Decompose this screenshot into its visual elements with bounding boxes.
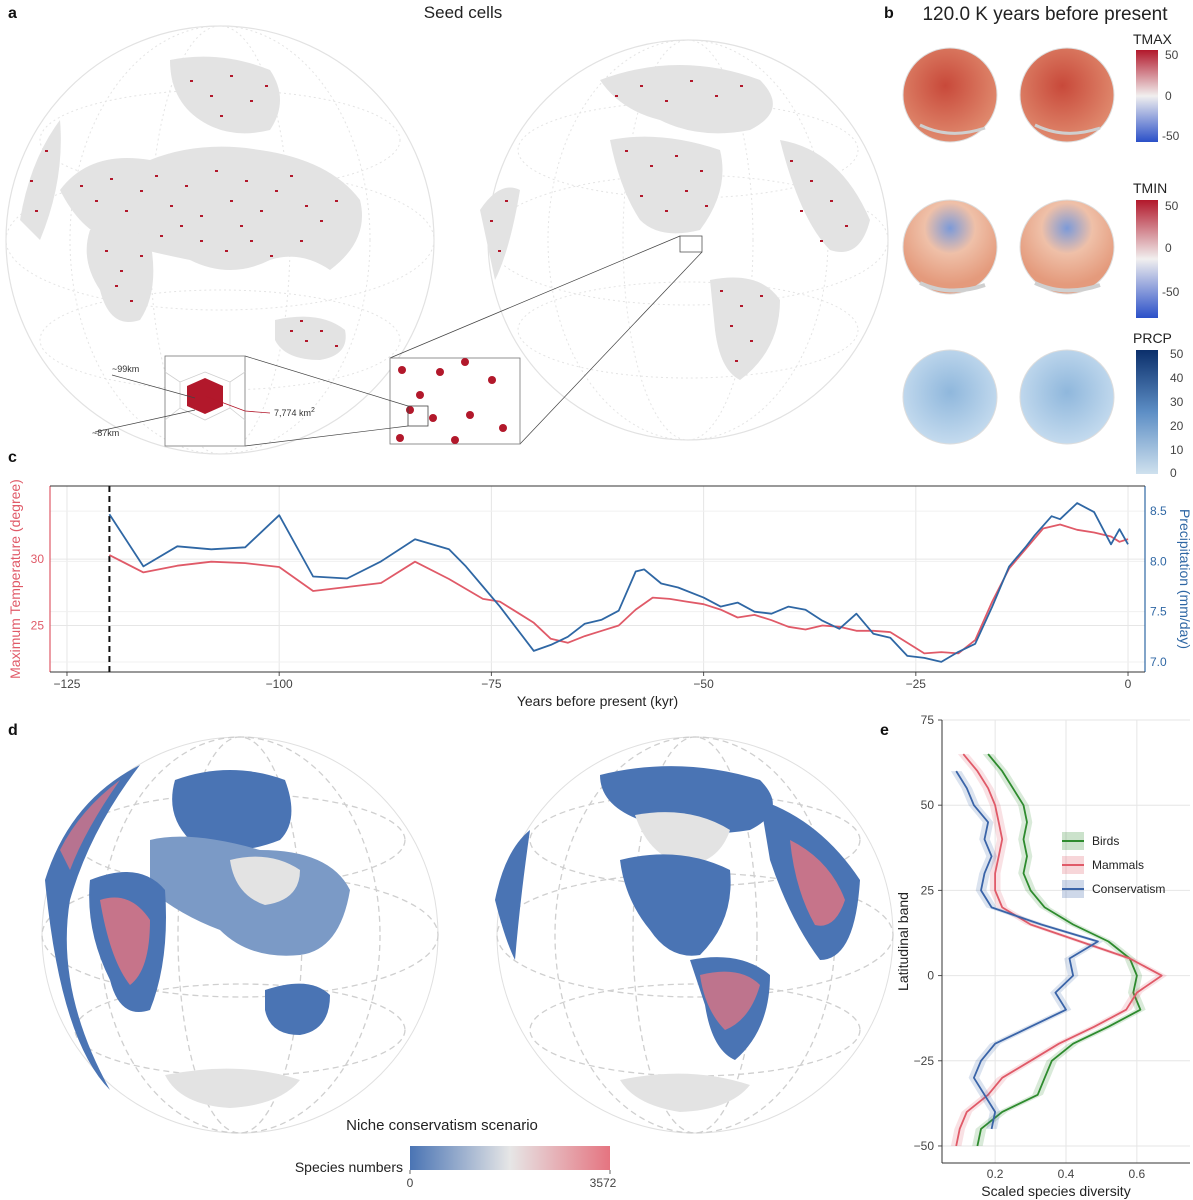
tmax-tick-0: 0 — [1165, 89, 1172, 103]
y-tick-label: 0 — [927, 969, 934, 983]
richness-land — [495, 766, 860, 1112]
prcp-tick-40: 40 — [1170, 371, 1184, 385]
tmin-tick-50: 50 — [1165, 199, 1179, 213]
seed-cells — [30, 75, 338, 347]
latitudinal-diversity-chart: 0.2 0.4 0.6 −50 −25 0 25 50 75 Birds Mammals Conser… — [895, 713, 1190, 1199]
globe-eurasia-richness — [41, 736, 439, 1134]
richness-land — [45, 765, 350, 1108]
y2-tick-label: 8.5 — [1150, 504, 1167, 518]
y-tick-label: −50 — [914, 1139, 935, 1153]
series-line-mammals — [955, 753, 1163, 1147]
distance-label-87km: ~87km — [92, 428, 119, 438]
legend-label-birds: Birds — [1092, 834, 1119, 848]
scenario-title: Niche conservatism scenario — [346, 1117, 538, 1134]
tmax-legend: TMAX 50 0 -50 — [1133, 31, 1180, 143]
globe-americas-richness — [495, 736, 894, 1134]
tmin-globes — [902, 199, 1115, 295]
x-tick-label: 0.4 — [1058, 1167, 1075, 1181]
land-masses — [20, 56, 362, 360]
panel-b-label: b — [884, 5, 894, 22]
tmin-legend: TMIN 50 0 -50 — [1133, 180, 1180, 318]
series-line-conservatism — [955, 770, 1099, 1130]
y-tick-label: 25 — [31, 619, 45, 633]
series-line-birds — [976, 753, 1142, 1147]
x-tick-label: 0 — [1125, 677, 1132, 691]
y-tick-label: 30 — [31, 552, 45, 566]
panel-a: a Seed cells — [5, 3, 889, 455]
panel-c-label: c — [8, 449, 17, 466]
tmax-tick-neg50: -50 — [1162, 129, 1180, 143]
prcp-tick-20: 20 — [1170, 419, 1184, 433]
panel-e: e 0.2 0.4 0.6 −50 −25 0 25 50 75 Birds Mammals Cons… — [880, 713, 1190, 1199]
species-min-label: 0 — [407, 1176, 414, 1190]
globe-eurasia-seed — [5, 25, 435, 455]
y2-tick-label: 7.5 — [1150, 605, 1167, 619]
tmin-tick-neg50: -50 — [1162, 285, 1180, 299]
panel-a-title: Seed cells — [424, 3, 502, 22]
distance-label-99km: ~99km — [112, 364, 139, 374]
prcp-legend: PRCP 50 40 30 20 10 0 — [1133, 330, 1184, 480]
tmin-legend-title: TMIN — [1133, 180, 1167, 196]
panel-b: b 120.0 K years before present TMAX 50 0… — [884, 4, 1184, 480]
y-tick-label: −25 — [914, 1054, 935, 1068]
species-max-label: 3572 — [590, 1176, 617, 1190]
x-tick-label: −25 — [906, 677, 927, 691]
climate-timeseries-chart: −125 −100 −75 −50 −25 0 25 30 7.0 7.5 8.0 8.5 Years … — [7, 479, 1193, 709]
tmax-tick-50: 50 — [1165, 48, 1179, 62]
tmax-globes — [902, 47, 1115, 143]
area-label: 7,774 km2 — [274, 407, 315, 418]
y-tick-label: 25 — [921, 883, 935, 897]
prcp-tick-10: 10 — [1170, 443, 1184, 457]
species-colorbar — [410, 1146, 610, 1170]
legend-label-conservatism: Conservatism — [1092, 882, 1165, 896]
prcp-globes — [902, 349, 1115, 445]
x-tick-label: −75 — [481, 677, 502, 691]
globe-americas-seed — [480, 39, 889, 441]
land-masses — [480, 65, 870, 380]
y-axis-title: Maximum Temperature (degree) — [7, 479, 23, 679]
y-axis-title: Latitudinal band — [895, 892, 911, 991]
prcp-legend-title: PRCP — [1133, 330, 1172, 346]
y-tick-label: 75 — [921, 713, 935, 727]
x-tick-label: −125 — [53, 677, 80, 691]
x-tick-label: −100 — [266, 677, 293, 691]
seed-cells — [490, 80, 848, 362]
plot-area — [50, 486, 1145, 672]
panel-e-label: e — [880, 722, 889, 739]
panel-a-label: a — [8, 5, 17, 22]
panel-b-title: 120.0 K years before present — [922, 4, 1168, 25]
prcp-tick-30: 30 — [1170, 395, 1184, 409]
species-numbers-label: Species numbers — [295, 1159, 403, 1175]
y2-tick-label: 7.0 — [1150, 655, 1167, 669]
prcp-tick-0: 0 — [1170, 466, 1177, 480]
prcp-tick-50: 50 — [1170, 347, 1184, 361]
panel-c: c −125 −100 −75 −50 −25 0 25 30 7.0 7.5 8.0 8.5 Year… — [7, 449, 1193, 709]
panel-d-label: d — [8, 722, 18, 739]
x-axis-title: Scaled species diversity — [981, 1183, 1130, 1199]
y2-tick-label: 8.0 — [1150, 554, 1167, 568]
tmax-legend-title: TMAX — [1133, 31, 1173, 47]
x-tick-label: −50 — [693, 677, 714, 691]
precipitation-series-line — [108, 502, 1129, 663]
seed-cell-zoom-inset: 7,774 km2 ~99km ~87km — [92, 235, 703, 447]
y-tick-label: 50 — [921, 798, 935, 812]
panel-d: d — [8, 722, 894, 1190]
legend-label-mammals: Mammals — [1092, 858, 1144, 872]
x-tick-label: 0.2 — [987, 1167, 1004, 1181]
tmin-tick-0: 0 — [1165, 241, 1172, 255]
y2-axis-title: Precipitation (mm/day) — [1177, 509, 1193, 649]
x-tick-label: 0.6 — [1129, 1167, 1146, 1181]
x-axis-title: Years before present (kyr) — [517, 693, 678, 709]
